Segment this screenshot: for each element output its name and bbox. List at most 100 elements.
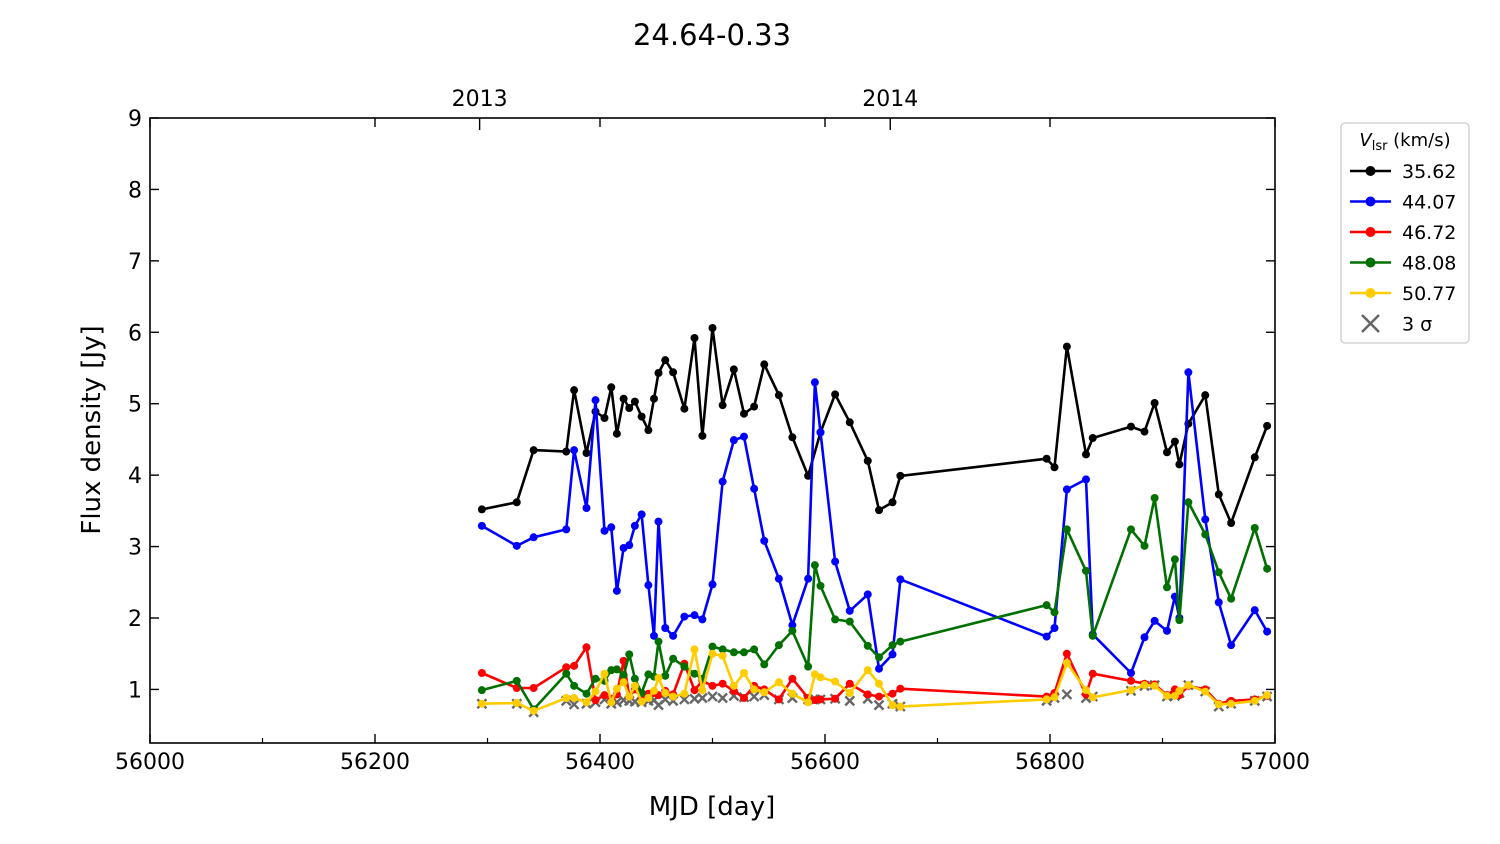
data-point bbox=[729, 681, 738, 690]
data-point bbox=[625, 404, 634, 412]
data-point bbox=[625, 650, 634, 659]
data-point bbox=[718, 645, 727, 654]
data-point bbox=[804, 574, 813, 583]
data-point bbox=[1062, 659, 1071, 667]
data-point bbox=[888, 650, 897, 659]
data-point bbox=[591, 396, 600, 405]
data-point bbox=[1214, 490, 1223, 499]
data-point bbox=[1042, 454, 1051, 463]
data-point bbox=[612, 586, 621, 595]
data-point bbox=[774, 695, 783, 704]
data-point bbox=[1250, 696, 1259, 705]
legend-swatch-marker bbox=[1365, 227, 1376, 237]
y-tick-label: 5 bbox=[128, 393, 142, 418]
data-point bbox=[1201, 687, 1210, 696]
data-point bbox=[896, 471, 905, 480]
data-point bbox=[831, 694, 840, 703]
data-point bbox=[1127, 676, 1135, 685]
data-point bbox=[644, 581, 653, 590]
data-point bbox=[669, 654, 678, 663]
data-point bbox=[760, 360, 769, 369]
legend-title-sub: lsr bbox=[1372, 139, 1388, 154]
data-point bbox=[1201, 530, 1210, 539]
data-point bbox=[1140, 427, 1149, 436]
data-point bbox=[774, 678, 783, 687]
data-point bbox=[863, 590, 872, 599]
data-point bbox=[600, 669, 609, 678]
data-point bbox=[1062, 525, 1071, 534]
data-point bbox=[875, 653, 883, 662]
data-point bbox=[750, 484, 759, 493]
data-point bbox=[845, 418, 854, 427]
data-point bbox=[1127, 525, 1135, 534]
data-point bbox=[1201, 391, 1210, 400]
data-point bbox=[582, 643, 591, 652]
data-point bbox=[1175, 460, 1184, 469]
legend-label: 50.77 bbox=[1402, 283, 1456, 305]
data-point bbox=[888, 641, 897, 650]
data-point bbox=[630, 397, 639, 406]
data-point bbox=[570, 446, 579, 455]
data-point bbox=[562, 525, 571, 534]
data-point bbox=[718, 477, 727, 486]
data-point bbox=[1082, 475, 1090, 484]
legend-entry: 44.07 bbox=[1350, 192, 1456, 214]
data-point bbox=[607, 383, 616, 392]
data-point bbox=[1127, 422, 1135, 431]
data-point bbox=[1050, 624, 1059, 632]
data-point bbox=[529, 446, 538, 455]
data-point bbox=[863, 456, 872, 465]
three-sigma-marker bbox=[844, 695, 856, 707]
data-point bbox=[562, 669, 571, 678]
data-point bbox=[740, 694, 748, 702]
data-point bbox=[562, 663, 571, 672]
data-point bbox=[1150, 494, 1159, 502]
data-point bbox=[896, 637, 905, 646]
data-point bbox=[1175, 616, 1184, 625]
data-point bbox=[788, 433, 797, 442]
data-point bbox=[863, 641, 872, 650]
legend-swatch-marker bbox=[1365, 196, 1376, 207]
data-point bbox=[661, 671, 670, 680]
data-point bbox=[477, 686, 486, 695]
data-point bbox=[680, 689, 689, 698]
series-line bbox=[481, 645, 1268, 706]
y-axis-label: Flux density [Jy] bbox=[77, 325, 107, 534]
data-point bbox=[654, 369, 663, 377]
data-point bbox=[619, 394, 628, 403]
x-tick-label: 56600 bbox=[790, 750, 860, 775]
data-point bbox=[896, 684, 905, 693]
data-point bbox=[591, 696, 600, 705]
data-point bbox=[619, 678, 628, 687]
data-point bbox=[708, 681, 717, 690]
three-sigma-marker bbox=[707, 691, 718, 702]
data-point bbox=[1082, 566, 1090, 575]
y-tick-label: 8 bbox=[128, 178, 142, 203]
data-point bbox=[698, 686, 707, 695]
data-point bbox=[1140, 541, 1149, 550]
y-tick-label: 6 bbox=[128, 321, 142, 346]
data-point bbox=[1163, 691, 1171, 700]
series-44-07 bbox=[477, 368, 1272, 677]
data-point bbox=[718, 401, 727, 410]
data-point bbox=[804, 698, 813, 707]
data-point bbox=[1184, 368, 1193, 377]
data-point bbox=[529, 533, 538, 542]
data-point bbox=[637, 697, 646, 706]
data-point bbox=[831, 390, 840, 399]
data-point bbox=[774, 574, 783, 583]
x-tick-label: 56800 bbox=[1015, 750, 1085, 775]
data-point bbox=[612, 429, 621, 438]
data-point bbox=[562, 447, 571, 456]
data-point bbox=[875, 506, 883, 515]
data-point bbox=[760, 660, 769, 669]
year-tick-label: 2013 bbox=[452, 87, 508, 112]
data-point bbox=[1250, 606, 1259, 615]
legend: Vlsr (km/s) 35.62 44.07 46.72 48.08 50.77 3 σ bbox=[1340, 122, 1470, 344]
data-point bbox=[1250, 453, 1259, 462]
data-point bbox=[570, 694, 579, 702]
data-point bbox=[750, 685, 759, 694]
data-point bbox=[774, 391, 783, 400]
data-point bbox=[1050, 608, 1059, 617]
data-point bbox=[1082, 686, 1090, 695]
